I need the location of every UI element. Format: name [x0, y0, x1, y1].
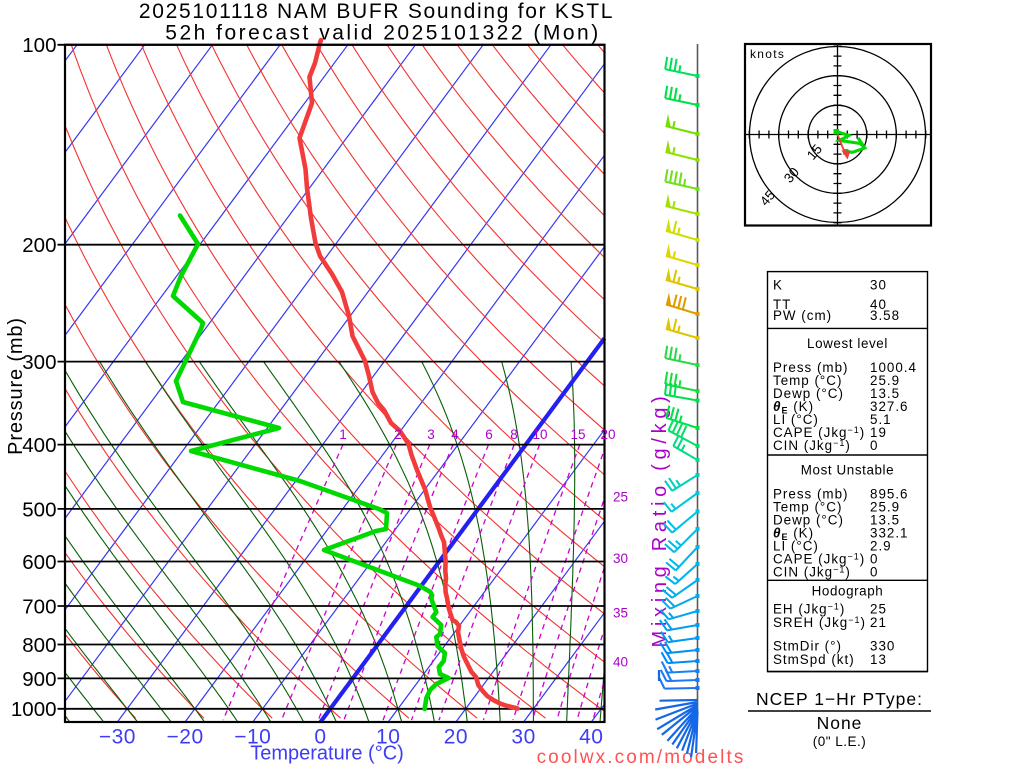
svg-text:25: 25 [613, 490, 628, 505]
svg-text:0: 0 [870, 551, 878, 566]
svg-text:200: 200 [22, 234, 56, 257]
svg-text:EH (Jkg−1): EH (Jkg−1) [773, 602, 845, 617]
svg-text:0: 0 [870, 438, 878, 453]
svg-text:−10: −10 [234, 726, 271, 749]
svg-text:CAPE (Jkg−1): CAPE (Jkg−1) [773, 425, 865, 440]
svg-text:CAPE (Jkg−1): CAPE (Jkg−1) [773, 551, 865, 566]
svg-text:800: 800 [22, 634, 56, 657]
svg-text:100: 100 [22, 34, 56, 57]
svg-text:Temperature (°C): Temperature (°C) [250, 743, 404, 765]
svg-text:Lowest level: Lowest level [807, 336, 888, 351]
svg-text:52h forecast valid 2025101322: 52h forecast valid 2025101322 (Mon) [165, 22, 600, 45]
svg-text:Press (mb): Press (mb) [773, 360, 848, 375]
svg-text:1: 1 [339, 427, 347, 442]
svg-text:Temp (°C): Temp (°C) [773, 499, 842, 514]
svg-text:4: 4 [451, 427, 459, 442]
svg-text:13: 13 [870, 652, 887, 667]
svg-text:2025101118 NAM BUFR Sounding f: 2025101118 NAM BUFR Sounding for KSTL [139, 0, 614, 23]
svg-text:300: 300 [22, 351, 56, 374]
svg-text:20: 20 [444, 726, 468, 749]
svg-text:13.5: 13.5 [870, 512, 900, 527]
svg-text:15: 15 [804, 142, 825, 163]
svg-text:knots: knots [750, 47, 785, 61]
svg-text:None: None [817, 713, 863, 733]
svg-text:8: 8 [510, 427, 518, 442]
svg-text:35: 35 [613, 606, 628, 621]
svg-text:Most Unstable: Most Unstable [801, 462, 894, 477]
svg-text:LI (°C): LI (°C) [773, 412, 819, 427]
svg-text:25: 25 [870, 602, 887, 617]
svg-text:θE (K): θE (K) [773, 399, 814, 416]
svg-text:CIN (Jkg−1): CIN (Jkg−1) [773, 564, 851, 579]
svg-text:−20: −20 [167, 726, 204, 749]
svg-text:K: K [773, 278, 783, 293]
svg-text:TT: TT [773, 297, 791, 312]
svg-text:Temp (°C): Temp (°C) [773, 373, 842, 388]
svg-text:330: 330 [870, 639, 895, 654]
svg-text:30: 30 [511, 726, 535, 749]
svg-text:(0" L.E.): (0" L.E.) [813, 734, 867, 749]
svg-text:coolwx.com/modelts: coolwx.com/modelts [537, 747, 746, 768]
svg-text:θE (K): θE (K) [773, 525, 814, 542]
svg-text:21: 21 [870, 615, 887, 630]
svg-text:25.9: 25.9 [870, 499, 900, 514]
svg-text:1000: 1000 [11, 698, 57, 721]
svg-text:CIN (Jkg−1): CIN (Jkg−1) [773, 438, 851, 453]
svg-text:700: 700 [22, 595, 56, 618]
svg-text:1000.4: 1000.4 [870, 360, 917, 375]
svg-text:3: 3 [427, 427, 435, 442]
svg-text:25.9: 25.9 [870, 373, 900, 388]
svg-text:−30: −30 [99, 726, 136, 749]
svg-text:40: 40 [870, 297, 887, 312]
svg-text:327.6: 327.6 [870, 399, 909, 414]
svg-text:500: 500 [22, 498, 56, 521]
svg-text:895.6: 895.6 [870, 486, 909, 501]
svg-text:10: 10 [532, 427, 547, 442]
svg-text:6: 6 [485, 427, 493, 442]
svg-text:LI (°C): LI (°C) [773, 538, 819, 553]
svg-text:0: 0 [870, 564, 878, 579]
svg-text:Dewp (°C): Dewp (°C) [773, 512, 844, 527]
svg-text:30: 30 [613, 551, 628, 566]
svg-text:400: 400 [22, 434, 56, 457]
svg-text:Pressure (mb): Pressure (mb) [5, 317, 27, 455]
svg-text:30: 30 [870, 278, 887, 293]
svg-text:Mixing Ratio (g/kg): Mixing Ratio (g/kg) [649, 391, 671, 647]
svg-text:Dewp (°C): Dewp (°C) [773, 386, 844, 401]
svg-text:13.5: 13.5 [870, 386, 900, 401]
svg-text:NCEP 1−Hr PType:: NCEP 1−Hr PType: [756, 689, 923, 709]
svg-text:600: 600 [22, 551, 56, 574]
svg-text:SREH (Jkg−1): SREH (Jkg−1) [773, 615, 866, 630]
svg-text:2.9: 2.9 [870, 538, 892, 553]
svg-text:StmSpd (kt): StmSpd (kt) [773, 652, 855, 667]
svg-text:19: 19 [870, 425, 887, 440]
svg-text:40: 40 [613, 655, 628, 670]
svg-text:3.58: 3.58 [870, 308, 900, 323]
svg-text:900: 900 [22, 668, 56, 691]
svg-text:PW (cm): PW (cm) [773, 308, 832, 323]
svg-text:Press (mb): Press (mb) [773, 486, 848, 501]
svg-text:332.1: 332.1 [870, 525, 909, 540]
svg-text:StmDir (°): StmDir (°) [773, 639, 842, 654]
svg-text:30: 30 [781, 165, 802, 186]
svg-text:40: 40 [579, 726, 603, 749]
svg-text:5.1: 5.1 [870, 412, 892, 427]
svg-text:2: 2 [394, 427, 402, 442]
svg-text:0: 0 [314, 726, 326, 749]
svg-text:Hodograph: Hodograph [812, 584, 884, 599]
svg-text:45: 45 [757, 188, 778, 209]
svg-text:15: 15 [570, 427, 585, 442]
svg-text:10: 10 [376, 726, 400, 749]
svg-text:20: 20 [600, 427, 615, 442]
